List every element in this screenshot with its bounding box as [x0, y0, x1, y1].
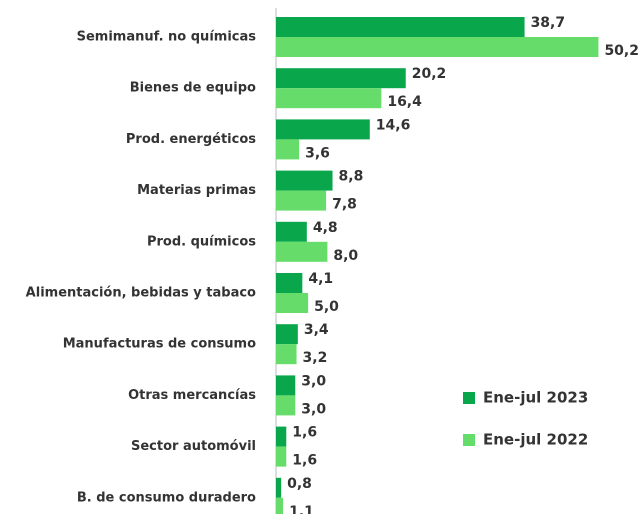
- value-label: 50,2: [604, 43, 639, 59]
- category-label: Semimanuf. no químicas: [77, 30, 257, 45]
- bar: [276, 17, 525, 37]
- bar: [276, 497, 284, 514]
- bar: [276, 170, 333, 191]
- category-label: Prod. químicos: [147, 234, 256, 249]
- category-label: Alimentación, bebidas y tabaco: [26, 286, 256, 301]
- bar: [276, 37, 599, 57]
- bar: [276, 139, 300, 160]
- category-label: Bienes de equipo: [130, 81, 256, 96]
- category-label: Otras mercancías: [128, 388, 256, 403]
- bar: [276, 241, 328, 262]
- bar: [276, 221, 307, 242]
- bar: [276, 446, 287, 467]
- bar: [276, 395, 296, 416]
- bar: [276, 88, 382, 109]
- value-label: 20,2: [412, 66, 447, 82]
- bar: [276, 344, 297, 365]
- category-label: Sector automóvil: [131, 439, 256, 454]
- bar: [276, 324, 298, 345]
- bar: [276, 426, 287, 447]
- value-label: 5,0: [314, 299, 339, 315]
- value-label: 3,2: [303, 350, 328, 366]
- category-label: Materias primas: [137, 183, 256, 198]
- bar: [276, 190, 327, 211]
- legend-swatch: [463, 434, 475, 446]
- bar: [276, 119, 370, 140]
- value-label: 3,4: [304, 322, 329, 338]
- bar: [276, 273, 303, 293]
- value-label: 3,6: [305, 145, 330, 161]
- legend-label: Ene-jul 2022: [483, 431, 588, 449]
- bar: [276, 293, 309, 313]
- value-label: 0,8: [287, 476, 312, 492]
- category-label: Manufacturas de consumo: [63, 337, 256, 352]
- category-label: B. de consumo duradero: [77, 490, 256, 505]
- category-label: Prod. energéticos: [126, 132, 256, 147]
- value-label: 8,0: [333, 248, 358, 264]
- legend-swatch: [463, 392, 475, 404]
- value-label: 3,0: [301, 373, 326, 389]
- bar: [276, 477, 282, 498]
- value-label: 4,1: [308, 271, 333, 287]
- value-label: 7,8: [332, 197, 357, 213]
- bar: [276, 375, 296, 396]
- bar: [276, 68, 406, 89]
- legend-label: Ene-jul 2023: [483, 389, 588, 407]
- value-label: 8,8: [339, 169, 364, 185]
- value-label: 14,6: [376, 117, 411, 133]
- value-label: 1,6: [292, 453, 317, 469]
- value-label: 16,4: [387, 94, 422, 110]
- value-label: 3,0: [301, 401, 326, 417]
- value-label: 1,1: [289, 504, 314, 514]
- value-label: 4,8: [313, 220, 338, 236]
- value-label: 38,7: [531, 15, 566, 31]
- value-label: 1,6: [292, 425, 317, 441]
